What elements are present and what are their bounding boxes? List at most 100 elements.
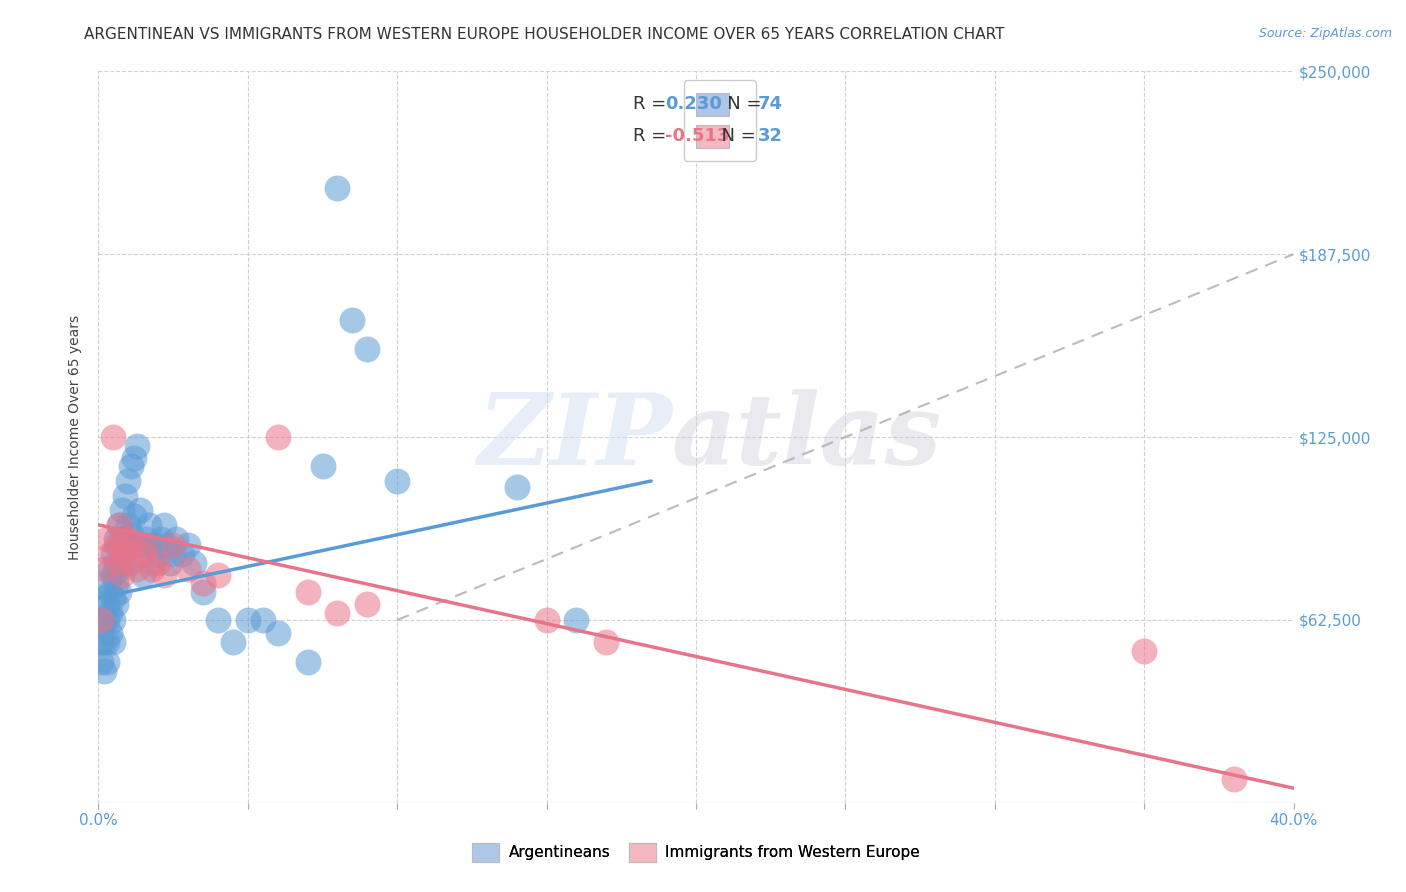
Point bbox=[127, 538, 149, 552]
Point bbox=[108, 562, 131, 576]
Point bbox=[132, 547, 155, 561]
Point bbox=[114, 547, 136, 561]
Text: N =: N = bbox=[710, 127, 762, 145]
Y-axis label: Householder Income Over 65 years: Householder Income Over 65 years bbox=[69, 315, 83, 559]
Point bbox=[111, 567, 134, 582]
Point bbox=[108, 556, 131, 570]
Point bbox=[595, 635, 617, 649]
Point bbox=[103, 430, 125, 444]
Point bbox=[153, 567, 176, 582]
Text: 0.230: 0.230 bbox=[665, 95, 721, 113]
Point bbox=[90, 613, 112, 627]
Text: 32: 32 bbox=[758, 127, 783, 145]
Point bbox=[143, 538, 166, 552]
Point bbox=[108, 517, 131, 532]
Point bbox=[1133, 643, 1156, 657]
Point bbox=[96, 613, 118, 627]
Point bbox=[135, 538, 157, 552]
Point bbox=[98, 606, 122, 620]
Point bbox=[96, 597, 118, 611]
Point bbox=[342, 313, 364, 327]
Point bbox=[165, 533, 187, 547]
Point bbox=[114, 489, 136, 503]
Text: ZIP: ZIP bbox=[477, 389, 672, 485]
Point bbox=[162, 547, 184, 561]
Point bbox=[141, 556, 163, 570]
Point bbox=[385, 474, 409, 488]
Point bbox=[111, 556, 134, 570]
Point bbox=[117, 533, 139, 547]
Point bbox=[93, 613, 115, 627]
Point bbox=[117, 517, 139, 532]
Point bbox=[111, 533, 134, 547]
Point bbox=[96, 656, 118, 670]
Point bbox=[153, 517, 176, 532]
Point bbox=[148, 547, 170, 561]
Point bbox=[105, 538, 128, 552]
Point bbox=[135, 533, 157, 547]
Point bbox=[90, 635, 112, 649]
Point bbox=[93, 562, 115, 576]
Point bbox=[207, 567, 229, 582]
Point bbox=[124, 509, 146, 524]
Point bbox=[191, 585, 214, 599]
Point bbox=[162, 538, 184, 552]
Point bbox=[267, 626, 290, 640]
Text: atlas: atlas bbox=[672, 389, 942, 485]
Point bbox=[103, 567, 125, 582]
Point bbox=[117, 556, 139, 570]
Point bbox=[297, 585, 319, 599]
Point bbox=[96, 635, 118, 649]
Point bbox=[207, 613, 229, 627]
Point bbox=[90, 656, 112, 670]
Text: R =: R = bbox=[633, 95, 672, 113]
Point bbox=[536, 613, 558, 627]
Point bbox=[356, 343, 378, 357]
Point bbox=[141, 562, 163, 576]
Point bbox=[177, 562, 200, 576]
Point bbox=[120, 556, 142, 570]
Point bbox=[565, 613, 588, 627]
Point bbox=[96, 533, 118, 547]
Point bbox=[132, 567, 155, 582]
Point bbox=[114, 538, 136, 552]
Point bbox=[159, 556, 181, 570]
Point bbox=[90, 613, 112, 627]
Point bbox=[111, 503, 134, 517]
Point bbox=[108, 585, 131, 599]
Point bbox=[96, 576, 118, 591]
Text: R =: R = bbox=[633, 127, 672, 145]
Text: -0.513: -0.513 bbox=[665, 127, 730, 145]
Point bbox=[129, 503, 152, 517]
Point bbox=[98, 585, 122, 599]
Text: N =: N = bbox=[710, 95, 768, 113]
Point bbox=[105, 556, 128, 570]
Point bbox=[506, 480, 529, 494]
Point bbox=[148, 556, 170, 570]
Point bbox=[311, 459, 333, 474]
Point bbox=[177, 538, 200, 552]
Point bbox=[172, 547, 194, 561]
Point bbox=[105, 576, 128, 591]
Legend: Argentineans, Immigrants from Western Europe: Argentineans, Immigrants from Western Eu… bbox=[465, 837, 927, 868]
Point bbox=[1223, 772, 1246, 787]
Point bbox=[356, 597, 378, 611]
Text: Source: ZipAtlas.com: Source: ZipAtlas.com bbox=[1258, 27, 1392, 40]
Text: 74: 74 bbox=[758, 95, 783, 113]
Point bbox=[252, 613, 274, 627]
Point bbox=[297, 656, 319, 670]
Point bbox=[326, 181, 349, 195]
Point bbox=[103, 547, 125, 561]
Point bbox=[98, 547, 122, 561]
Point bbox=[105, 597, 128, 611]
Point bbox=[127, 439, 149, 453]
Point bbox=[105, 533, 128, 547]
Point bbox=[183, 556, 205, 570]
Point bbox=[120, 526, 142, 541]
Point bbox=[108, 517, 131, 532]
Point bbox=[111, 538, 134, 552]
Point bbox=[132, 538, 155, 552]
Point bbox=[236, 613, 259, 627]
Point bbox=[103, 635, 125, 649]
Point bbox=[93, 635, 115, 649]
